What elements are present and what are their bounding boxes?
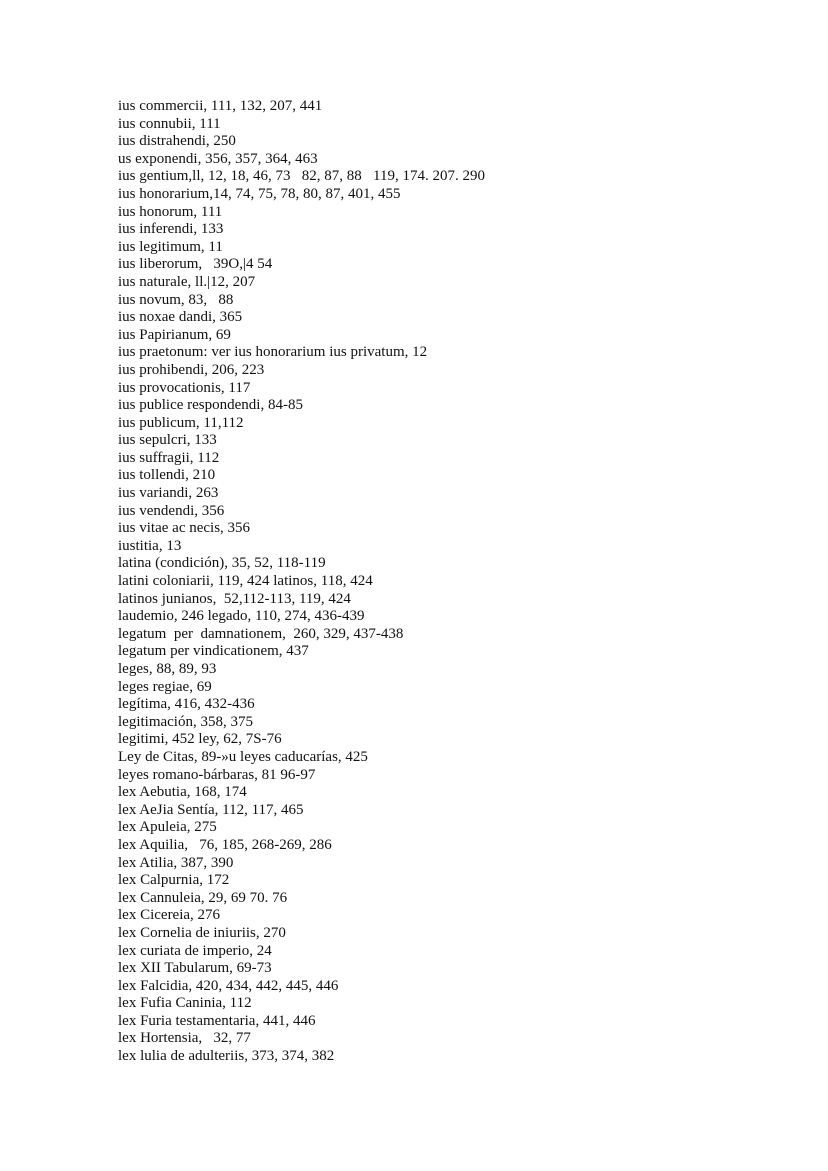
index-entry: lex Falcidia, 420, 434, 442, 445, 446 [118, 977, 339, 994]
index-entry: ius vendendi, 356 [118, 502, 225, 519]
index-entry: ius commercii, 111, 132, 207, 441 [118, 98, 323, 114]
index-entry: ius naturale, ll.|12, 207 [118, 273, 256, 290]
index-entry: us exponendi, 356, 357, 364, 463 [118, 150, 318, 167]
index-entry: ius noxae dandi, 365 [118, 309, 243, 326]
index-entry: ius liberorum, 39O,|4 54 [118, 256, 273, 273]
index-entry: lex Calpurnia, 172 [118, 872, 230, 889]
index-entry: lex Cornelia de iniuriis, 270 [118, 924, 286, 941]
index-entry: iustitia, 13 [118, 537, 182, 554]
index-entry: lex Aebutia, 168, 174 [118, 784, 247, 801]
index-entry: ius provocationis, 117 [118, 379, 251, 396]
index-entry: ius publicum, 11,112 [118, 414, 244, 431]
index-entry: lex Apuleia, 275 [118, 819, 217, 836]
index-entry: ius prohibendi, 206, 223 [118, 361, 265, 378]
index-entry: legatum per vindicationem, 437 [118, 643, 309, 660]
index-entry: leges regiae, 69 [118, 678, 212, 695]
index-entry: lex Furia testamentaria, 441, 446 [118, 1012, 316, 1029]
index-entry: legitimación, 358, 375 [118, 713, 253, 730]
index-entry: lex Atilia, 387, 390 [118, 854, 234, 871]
index-entry: ius vitae ac necis, 356 [118, 520, 251, 537]
index-entry: legítima, 416, 432-436 [118, 696, 255, 713]
index-entry: legitimi, 452 ley, 62, 7S-76 [118, 731, 282, 748]
index-entry: Ley de Citas, 89-»u leyes caducarías, 42… [118, 748, 368, 765]
index-entry: ius connubii, 111 [118, 115, 221, 132]
index-entry: ius inferendi, 133 [118, 221, 224, 238]
index-entry: ius novum, 83, 88 [118, 291, 234, 308]
index-entry: ius publice respondendi, 84-85 [118, 397, 303, 414]
index-entry: ius praetonum: ver ius honorarium ius pr… [118, 344, 428, 361]
index-entry: ius sepulcri, 133 [118, 432, 217, 449]
index-entry: lex Aquilia, 76, 185, 268-269, 286 [118, 836, 332, 853]
index-entry: lex Cannuleia, 29, 69 70. 76 [118, 889, 288, 906]
index-entry: latina (condición), 35, 52, 118-119 [118, 555, 326, 572]
index-entry: ius Papirianum, 69 [118, 326, 231, 343]
index-page: ius commercii, 111, 132, 207, 441 ius con… [118, 98, 485, 1066]
index-entry: ius gentium,ll, 12, 18, 46, 73 82, 87, 8… [118, 168, 485, 185]
index-entry: lex XII Tabularum, 69-73 [118, 960, 272, 977]
index-entry: laudemio, 246 legado, 110, 274, 436-439 [118, 608, 365, 625]
index-entry: lex Hortensia, 32, 77 [118, 1030, 251, 1047]
index-entry: ius legitimum, 11 [118, 238, 223, 255]
index-entry: lex Fufia Caninia, 112 [118, 995, 252, 1012]
index-entry: ius variandi, 263 [118, 485, 219, 502]
index-entry: leyes romano-bárbaras, 81 96-97 [118, 766, 316, 783]
index-entry: ius honorum, 111 [118, 203, 223, 220]
index-entry: ius honorarium,14, 74, 75, 78, 80, 87, 4… [118, 185, 401, 202]
index-entry: legatum per damnationem, 260, 329, 437-4… [118, 625, 404, 642]
index-entry: ius distrahendi, 250 [118, 133, 236, 150]
index-entry: lex curiata de imperio, 24 [118, 942, 272, 959]
index-entry: latini coloniarii, 119, 424 latinos, 118… [118, 573, 373, 590]
index-entry: lex lulia de adulteriis, 373, 374, 382 [118, 1048, 335, 1065]
index-entry: latinos junianos, 52,112-113, 119, 424 [118, 590, 351, 607]
index-entry: lex Cicereia, 276 [118, 907, 221, 924]
index-entry: lex AeJia Sentía, 112, 117, 465 [118, 801, 304, 818]
index-entry: ius suffragii, 112 [118, 449, 220, 466]
index-entry: leges, 88, 89, 93 [118, 661, 217, 677]
index-entry: ius tollendi, 210 [118, 467, 216, 484]
